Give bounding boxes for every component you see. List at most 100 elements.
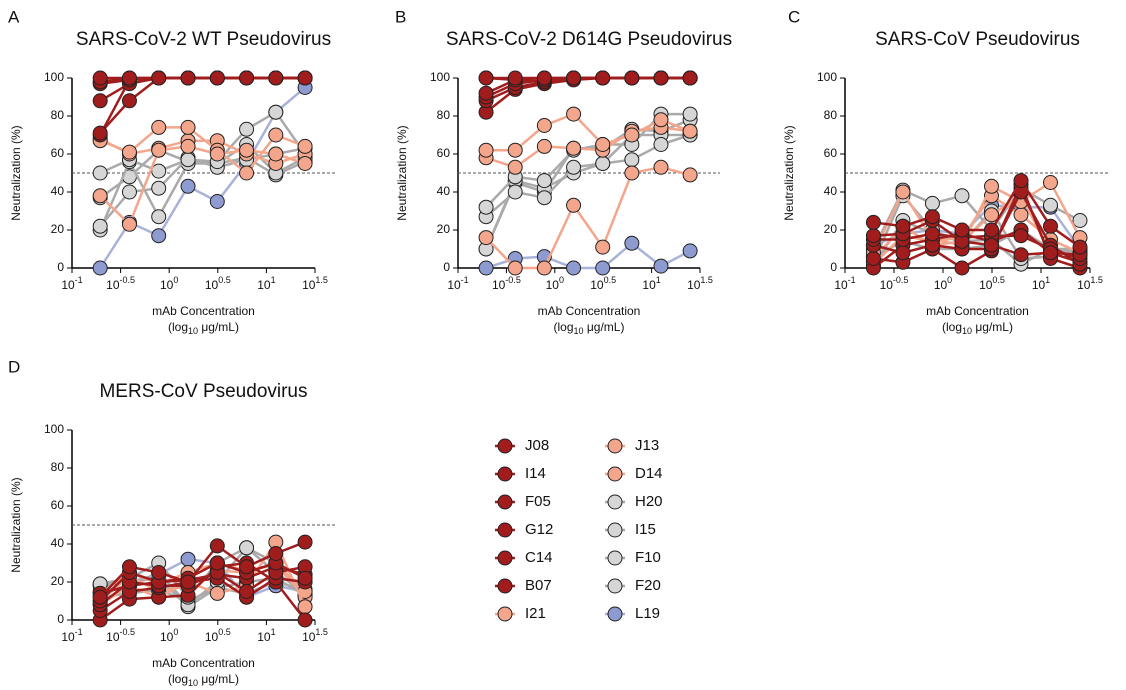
x-tick-base: 10 — [1032, 278, 1046, 292]
legend-label: D14 — [635, 465, 663, 482]
x-tick-label: 10-1 — [447, 275, 468, 292]
data-point — [297, 138, 313, 154]
data-point — [121, 70, 137, 86]
data-point — [121, 93, 137, 109]
legend-marker — [607, 438, 623, 454]
data-point — [151, 209, 167, 225]
y-tick-label: 80 — [51, 108, 65, 122]
data-point — [653, 70, 669, 86]
x-tick-label: 10-1 — [61, 627, 82, 644]
x-tick-base: 10 — [106, 630, 120, 644]
data-point — [983, 207, 999, 223]
data-point — [180, 178, 196, 194]
y-tick-label: 60 — [437, 146, 451, 160]
data-point — [151, 70, 167, 86]
y-tick-label: 80 — [824, 108, 838, 122]
unit-post: μg/mL) — [198, 320, 239, 334]
data-point — [566, 159, 582, 175]
data-point — [507, 184, 523, 200]
data-point — [180, 152, 196, 168]
data-point — [924, 226, 940, 242]
data-point — [865, 251, 881, 266]
x-tick-label: 101 — [1032, 275, 1050, 292]
x-tick-base: 10 — [687, 278, 701, 292]
y-tick-label: 60 — [824, 146, 838, 160]
unit-pre: (log — [942, 320, 962, 334]
data-point — [180, 574, 196, 590]
data-point — [924, 209, 940, 225]
data-point — [954, 222, 970, 238]
x-axis-label: mAb Concentration — [926, 304, 1029, 318]
chart-title: SARS-CoV-2 WT Pseudovirus — [76, 29, 331, 50]
x-tick-exponent: 1 — [1045, 275, 1050, 285]
x-tick-exponent: 0 — [559, 275, 564, 285]
legend-marker — [607, 606, 623, 622]
data-point — [566, 70, 582, 86]
data-point — [209, 194, 225, 209]
data-point — [682, 167, 698, 183]
x-tick-label: 101.5 — [302, 627, 328, 644]
data-point — [983, 178, 999, 194]
data-point — [121, 184, 137, 200]
data-point — [209, 538, 225, 554]
x-tick-base: 10 — [979, 278, 993, 292]
y-tick-label: 0 — [830, 260, 837, 274]
x-tick-label: 101 — [257, 275, 275, 292]
data-point — [924, 195, 940, 211]
x-tick-base: 10 — [205, 278, 219, 292]
x-tick-label: 100.5 — [979, 275, 1005, 292]
data-point — [1042, 175, 1058, 190]
x-tick-base: 10 — [492, 278, 506, 292]
data-point — [151, 163, 167, 179]
data-point — [209, 555, 225, 571]
data-point — [595, 156, 611, 171]
unit-post: μg/mL) — [972, 320, 1013, 334]
x-axis-unit: (log10 μg/mL) — [168, 320, 239, 336]
y-tick-label: 40 — [51, 536, 65, 550]
x-tick-base: 10 — [1077, 278, 1091, 292]
x-axis-unit: (log10 μg/mL) — [168, 672, 239, 688]
y-axis-label: Neutralization (%) — [395, 125, 409, 220]
data-point — [865, 228, 881, 244]
data-point — [566, 106, 582, 122]
x-tick-base: 10 — [61, 278, 75, 292]
y-tick-label: 100 — [430, 70, 450, 84]
data-point — [92, 93, 108, 109]
x-tick-exponent: 1.5 — [700, 275, 713, 285]
y-tick-label: 60 — [51, 498, 65, 512]
data-point — [297, 70, 313, 86]
x-tick-exponent: -0.5 — [120, 627, 136, 637]
data-point — [536, 260, 552, 276]
data-point — [595, 239, 611, 255]
data-point — [121, 144, 137, 160]
panel-letter: C — [788, 7, 800, 26]
chart-title: MERS-CoV Pseudovirus — [99, 381, 307, 402]
data-point — [566, 260, 582, 276]
panel-letter: D — [8, 357, 20, 376]
data-point — [239, 559, 255, 575]
x-tick-label: 10-0.5 — [106, 275, 135, 292]
x-tick-label: 101 — [642, 275, 660, 292]
data-point — [92, 260, 108, 276]
legend-marker — [607, 550, 623, 566]
x-tick-base: 10 — [834, 278, 848, 292]
data-point — [507, 159, 523, 175]
x-tick-exponent: 0.5 — [218, 627, 231, 637]
unit-pre: (log — [168, 672, 188, 686]
x-tick-label: 100 — [546, 275, 564, 292]
x-tick-base: 10 — [61, 630, 75, 644]
data-point — [478, 199, 494, 215]
x-tick-label: 10-1 — [61, 275, 82, 292]
x-tick-exponent: 1 — [656, 275, 661, 285]
data-point — [151, 565, 167, 580]
legend-label: F05 — [525, 493, 551, 510]
data-point — [297, 612, 313, 628]
data-point — [682, 106, 698, 122]
data-point — [239, 70, 255, 86]
x-tick-base: 10 — [257, 630, 271, 644]
data-point — [268, 146, 284, 162]
data-point — [983, 222, 999, 238]
x-tick-base: 10 — [880, 278, 894, 292]
data-point — [239, 165, 255, 181]
